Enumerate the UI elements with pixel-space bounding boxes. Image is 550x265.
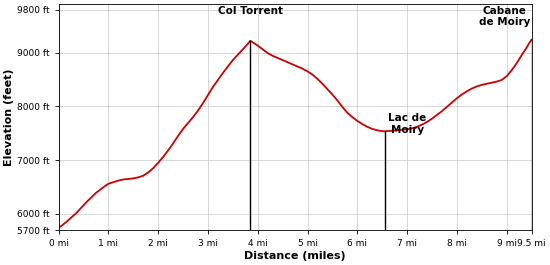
Text: Lac de
Moiry: Lac de Moiry <box>388 113 426 135</box>
Y-axis label: Elevation (feet): Elevation (feet) <box>4 68 14 166</box>
Text: Col Torrent: Col Torrent <box>218 6 283 16</box>
Text: Cabane
de Moiry: Cabane de Moiry <box>479 6 531 27</box>
X-axis label: Distance (miles): Distance (miles) <box>244 251 346 261</box>
